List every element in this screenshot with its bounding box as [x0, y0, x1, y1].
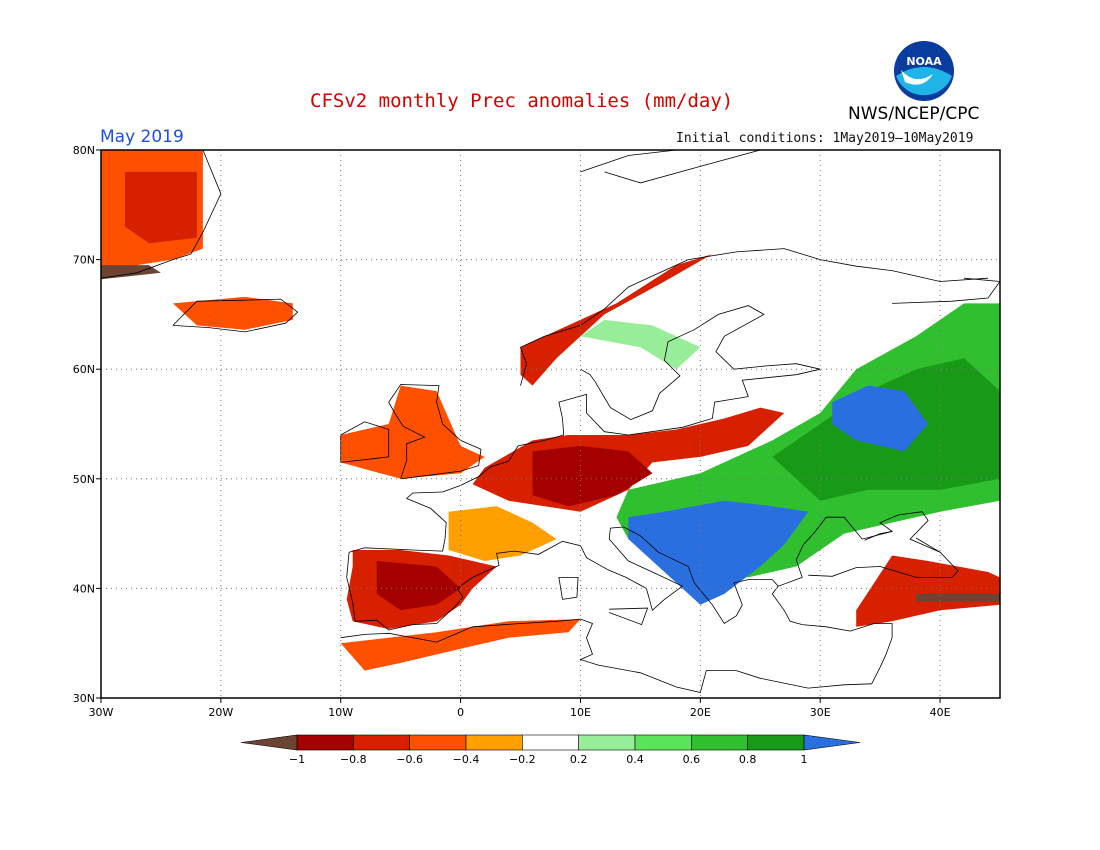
coastline-5: [346, 511, 959, 631]
coastline-8: [172, 298, 299, 333]
lat-tick-label: 60N: [73, 363, 95, 376]
colorbar-label: −0.4: [453, 753, 480, 766]
coastline-11: [609, 607, 649, 626]
noaa-logo-icon: NOAA: [894, 41, 954, 101]
axis-ticks: 30W 20W 10W 0 10E 20E 30E 40E 30N 40N 50N 60N 70N 80N: [73, 144, 951, 719]
colorbar-swatch: [296, 734, 354, 751]
colorbar-arrow-left: [240, 734, 298, 751]
coastline-2: [348, 368, 821, 553]
colorbar-label: −0.8: [340, 753, 367, 766]
coastline-15: [892, 277, 1000, 304]
noaa-logo-text: NOAA: [906, 55, 942, 68]
colorbar-swatch: [353, 734, 410, 751]
colorbar-swatch: [409, 734, 467, 751]
chart-title: CFSv2 monthly Prec anomalies (mm/day): [310, 90, 734, 112]
lat-tick-label: 40N: [73, 582, 95, 595]
colorbar-swatch: [578, 734, 636, 751]
colorbar-arrow-right: [803, 734, 861, 751]
colorbar-swatch: [465, 734, 523, 751]
anomaly-region-7: [532, 445, 653, 507]
map-frame: [100, 149, 1001, 699]
coastlines: [101, 150, 1000, 693]
anomaly-region-5: [520, 254, 713, 386]
lon-tick-label: 20E: [690, 706, 711, 719]
colorbar: −1 −0.8 −0.6 −0.4 −0.2 0.2 0.4 0.6 0.8 1: [240, 734, 861, 766]
lon-tick-label: 10E: [570, 706, 591, 719]
coastline-14: [580, 150, 761, 184]
anomaly-region-13: [916, 593, 1000, 602]
anomaly-region-1: [125, 171, 197, 244]
anomaly-fills: [101, 150, 1000, 671]
coastline-6: [771, 585, 893, 684]
coastline-10: [558, 577, 579, 600]
anomaly-region-8: [448, 506, 557, 561]
colorbar-swatch: [747, 734, 805, 751]
coastline-7: [340, 618, 872, 693]
coastline-9: [101, 150, 222, 279]
colorbar-label: 0.2: [570, 753, 588, 766]
month-label: May 2019: [100, 127, 184, 147]
coastline-16: [864, 531, 893, 541]
anomaly-region-12: [856, 555, 1000, 627]
agency-label: NWS/NCEP/CPC: [848, 104, 980, 124]
colorbar-label: 1: [801, 753, 808, 766]
colorbar-label: 0.4: [626, 753, 644, 766]
anomaly-region-17: [628, 500, 809, 605]
anomaly-region-4: [340, 385, 485, 479]
anomaly-region-11: [340, 619, 581, 671]
coastline-3: [519, 248, 989, 386]
lon-tick-label: 0: [457, 706, 464, 719]
lon-tick-label: 30E: [810, 706, 831, 719]
coastline-0: [340, 421, 390, 463]
colorbar-label: −1: [289, 753, 305, 766]
anomaly-region-18: [832, 385, 929, 452]
coastline-4: [594, 305, 821, 421]
anomaly-region-3: [172, 296, 293, 330]
initial-conditions-label: Initial conditions: 1May2019—10May2019: [676, 131, 974, 146]
colorbar-swatch: [634, 734, 692, 751]
lon-tick-label: 30W: [89, 706, 114, 719]
colorbar-swatch: [522, 734, 579, 751]
colorbar-label: −0.2: [509, 753, 536, 766]
colorbar-label: −0.6: [396, 753, 423, 766]
colorbar-label: 0.6: [683, 753, 701, 766]
lat-tick-label: 50N: [73, 473, 95, 486]
lat-tick-label: 80N: [73, 144, 95, 157]
anomaly-region-14: [580, 319, 701, 370]
lat-tick-label: 30N: [73, 692, 95, 705]
coastline-1: [388, 384, 482, 480]
colorbar-label: 0.8: [739, 753, 757, 766]
coastline-13: [915, 537, 941, 553]
colorbar-swatch: [691, 734, 748, 751]
lon-tick-label: 40E: [930, 706, 951, 719]
coastline-12: [580, 368, 596, 382]
lon-tick-label: 20W: [208, 706, 233, 719]
lon-tick-label: 10W: [328, 706, 353, 719]
anomaly-region-10: [376, 561, 461, 611]
lat-tick-label: 70N: [73, 254, 95, 267]
